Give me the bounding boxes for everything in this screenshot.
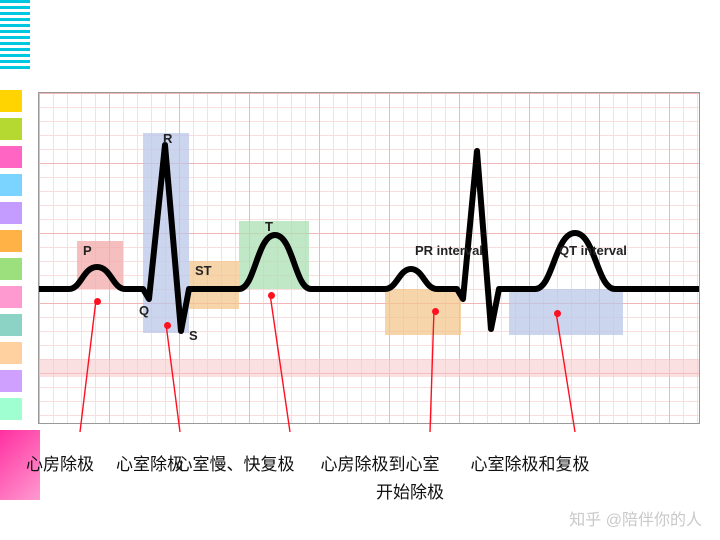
label-t: T <box>265 219 273 234</box>
watermark: 知乎 @陪伴你的人 <box>569 506 702 530</box>
dot-pr <box>432 308 439 315</box>
ecg-waveform <box>39 93 699 423</box>
ecg-panel: P R Q S ST T PR interval QT interval <box>38 92 700 424</box>
caption-p: 心房除极 <box>26 450 94 475</box>
label-st: ST <box>195 263 212 278</box>
dot-qrs <box>164 322 171 329</box>
dot-t <box>268 292 275 299</box>
caption-pr-line2: 开始除极 <box>376 478 444 503</box>
caption-pr: 心房除极到心室 <box>321 450 440 475</box>
caption-t: 心室慢、快复极 <box>176 450 295 475</box>
stage: P R Q S ST T PR interval QT interval 心房除… <box>0 0 720 540</box>
label-qt-interval: QT interval <box>559 243 627 258</box>
decor-left-swatches <box>0 90 22 430</box>
dot-qt <box>554 310 561 317</box>
decor-cyan-stripes <box>0 0 30 70</box>
caption-qt: 心室除极和复极 <box>471 450 590 475</box>
label-pr-interval: PR interval <box>415 243 483 258</box>
label-s: S <box>189 328 198 343</box>
dot-p <box>94 298 101 305</box>
label-p: P <box>83 243 92 258</box>
label-r: R <box>163 131 172 146</box>
label-q: Q <box>139 303 149 318</box>
caption-qrs: 心室除极 <box>116 450 184 475</box>
